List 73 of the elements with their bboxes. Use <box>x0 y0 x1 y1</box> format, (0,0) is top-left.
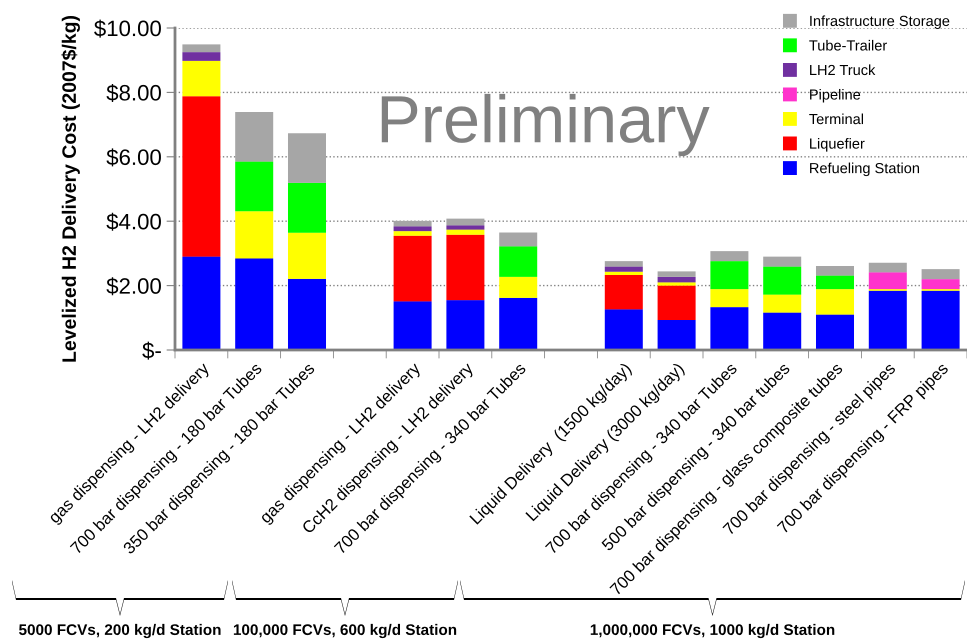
bar <box>446 300 484 350</box>
bar <box>922 269 960 280</box>
text: 1,000,000 FCVs, 1000 kg/d Station <box>590 624 834 638</box>
y-tick-label: $6.00 <box>106 148 161 166</box>
bar <box>182 52 220 61</box>
bar <box>235 162 274 212</box>
bar <box>604 272 643 275</box>
bar <box>499 232 538 246</box>
bar <box>288 232 326 279</box>
text: 5000 FCVs, 200 kg/d Station <box>19 624 221 638</box>
legend-label: LH2 Truck <box>810 64 876 76</box>
y-tick-label: $4.00 <box>106 212 161 231</box>
bar <box>499 276 538 298</box>
bar <box>604 274 643 310</box>
bar <box>446 234 484 300</box>
bar <box>235 112 274 162</box>
bar <box>394 236 432 302</box>
bar <box>446 230 484 235</box>
bar <box>394 220 432 226</box>
bar <box>288 278 326 350</box>
legend-label: Refueling Station <box>810 162 920 176</box>
bar <box>446 218 484 226</box>
bar <box>763 256 802 267</box>
bar <box>604 266 643 272</box>
bar <box>868 272 907 290</box>
y-axis-title: Levelized H2 Delivery Cost (2007$/kg) <box>61 16 80 362</box>
bar <box>394 226 432 232</box>
y-tick-label: $2.00 <box>106 277 161 296</box>
bar <box>868 290 907 350</box>
legend-label: Tube-Trailer <box>809 40 887 51</box>
bar <box>235 258 274 350</box>
bar <box>658 320 696 350</box>
legend-label: Terminal <box>809 113 864 124</box>
text: 100,000 FCVs, 600 kg/d Station <box>234 624 456 638</box>
bar <box>182 96 220 257</box>
bar <box>868 262 907 272</box>
bar <box>763 312 802 350</box>
annotation: Preliminary <box>382 94 710 156</box>
bar <box>922 279 960 290</box>
bar <box>816 289 854 315</box>
bar <box>394 301 432 350</box>
bar <box>288 182 326 233</box>
bar <box>394 231 432 236</box>
bar <box>710 307 748 350</box>
bar <box>499 298 538 350</box>
bar <box>763 294 802 313</box>
bar <box>182 256 220 350</box>
bar <box>816 276 854 290</box>
bar <box>604 309 643 350</box>
y-tick-label: $8.00 <box>106 84 161 102</box>
bar <box>710 261 748 290</box>
bar <box>658 286 696 320</box>
bar <box>658 276 696 282</box>
bar <box>710 251 748 262</box>
bar <box>499 246 538 277</box>
bar <box>182 60 220 96</box>
bar <box>816 314 854 350</box>
legend-label: Liquefier <box>810 138 865 152</box>
bar <box>658 271 696 277</box>
bar <box>816 266 854 276</box>
y-tick-label: $10.00 <box>94 20 161 38</box>
bar <box>604 261 643 267</box>
y-tick-label: $- <box>142 342 161 360</box>
bar <box>182 44 220 52</box>
bar <box>922 290 960 350</box>
bar <box>288 133 326 183</box>
legend-label: Pipeline <box>810 88 860 103</box>
bar <box>235 211 274 259</box>
bar <box>710 289 748 308</box>
bar <box>763 266 802 295</box>
bar <box>658 282 696 286</box>
bar <box>446 225 484 230</box>
legend-label: Infrastructure Storage <box>810 15 950 29</box>
